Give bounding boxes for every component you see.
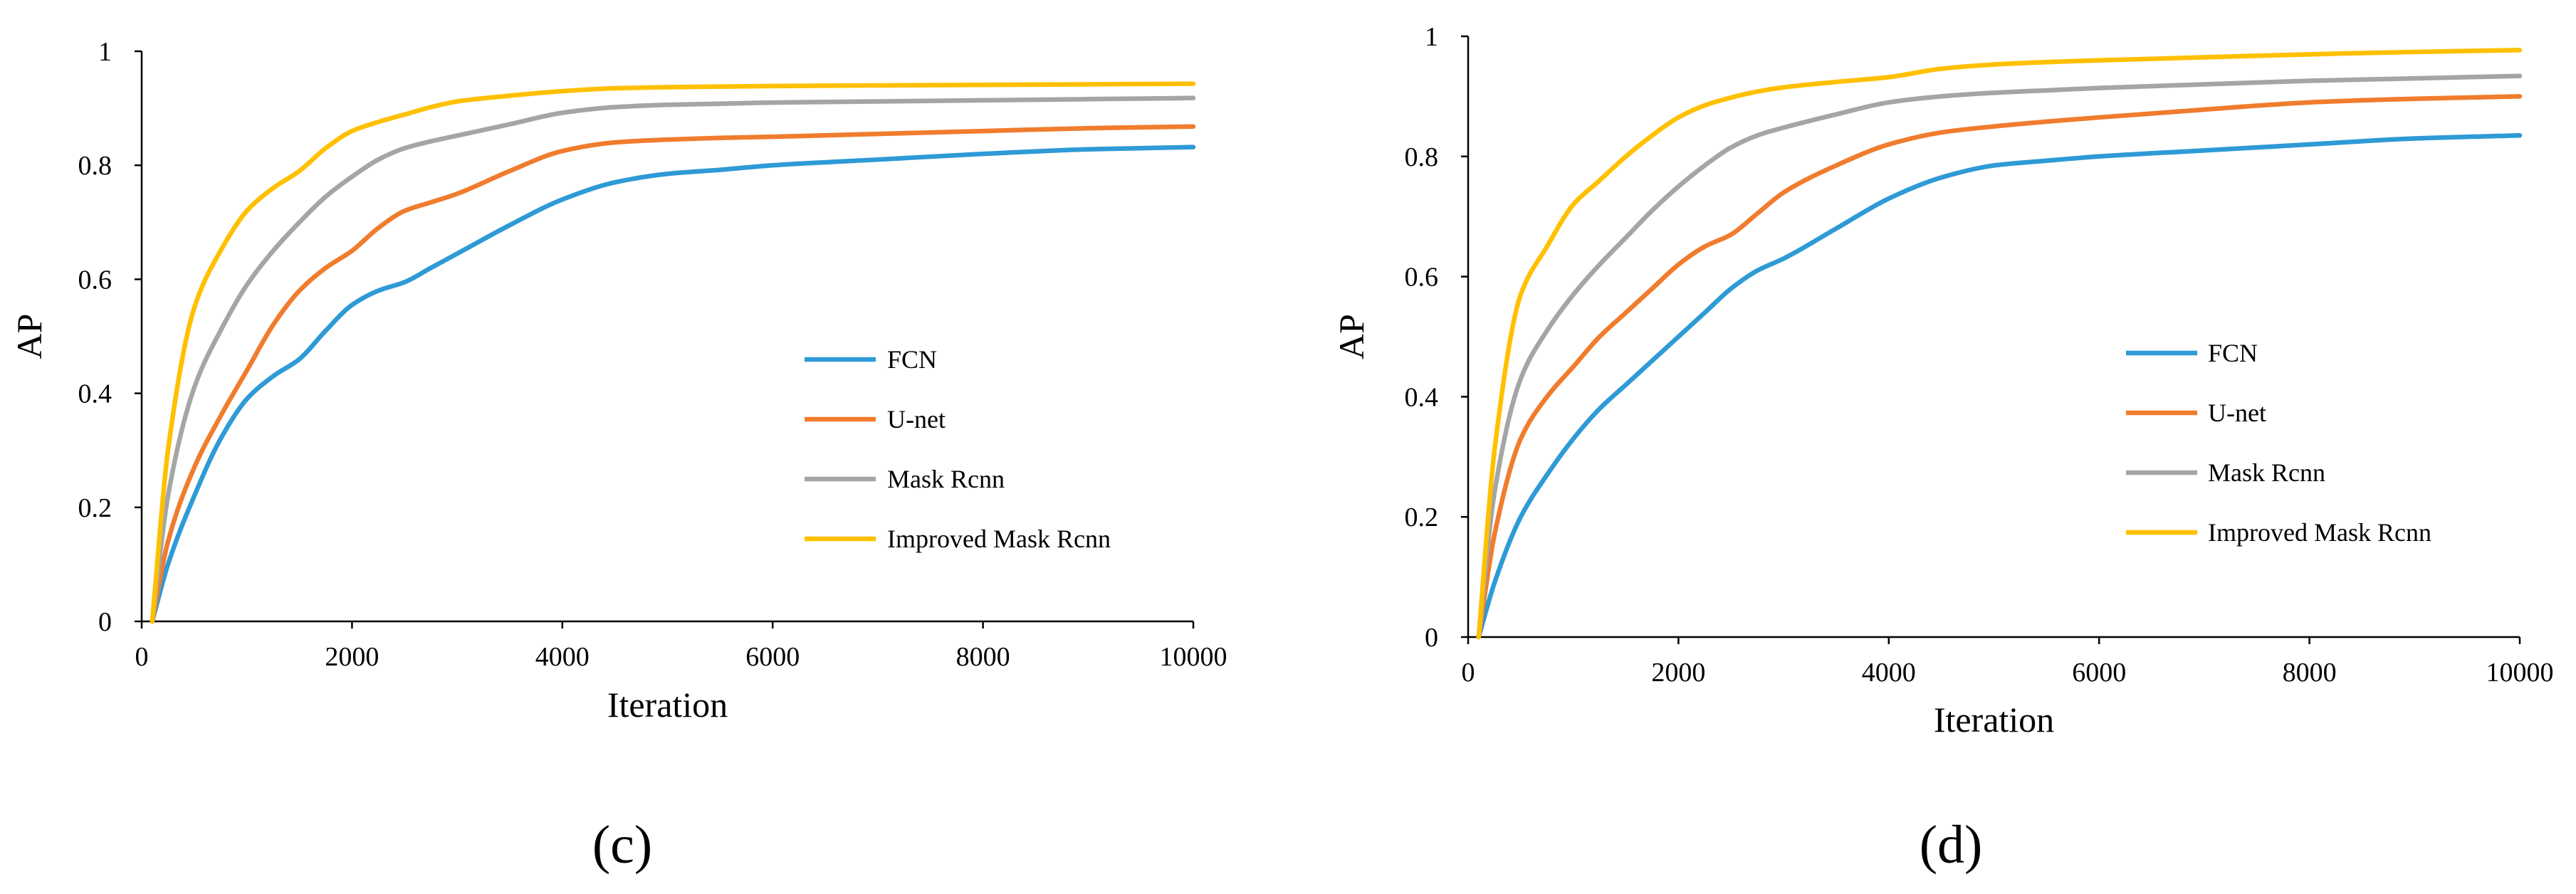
y-tick-label: 0.6	[1405, 263, 1439, 293]
legend-label: U-net	[887, 405, 946, 433]
y-axis-title: AP	[9, 314, 49, 359]
y-tick-label: 1	[98, 37, 112, 67]
series-line-mask-rcnn	[1476, 73, 2523, 640]
series-line-u-net	[1476, 94, 2523, 640]
series-line-fcn	[1476, 133, 2523, 640]
x-tick-label: 4000	[535, 642, 590, 672]
x-tick-label: 6000	[745, 642, 800, 672]
x-tick-label: 6000	[2072, 658, 2126, 688]
x-tick-label: 8000	[2283, 658, 2337, 688]
series-line-improved-mask-rcnn	[150, 81, 1196, 624]
chart-panel-d: 0 2000 4000 6000 8000 10000 0 0.2 0.4 0.6 0.8 1 Iter…	[1331, 22, 2554, 875]
x-tick-label: 4000	[1862, 658, 1916, 688]
x-axis-title: Iteration	[607, 685, 728, 725]
x-tick-label: 10000	[2486, 658, 2554, 688]
legend-label: FCN	[887, 345, 937, 374]
chart-panel-c: 0 2000 4000 6000 8000 10000 0 0.2 0.4 0.6 0.8 1 Iter…	[9, 37, 1227, 875]
y-tick-label: 0.4	[78, 379, 112, 409]
x-axis-title: Iteration	[1934, 700, 2054, 740]
x-tick-label: 2000	[1651, 658, 1705, 688]
y-tick-label: 1	[1425, 22, 1438, 52]
y-tick-label: 0.6	[78, 265, 112, 295]
legend-label: U-net	[2208, 399, 2266, 427]
legend-label: FCN	[2208, 339, 2258, 367]
y-tick-label: 0	[98, 607, 112, 637]
y-tick-label: 0.2	[1405, 503, 1439, 532]
y-axis-title: AP	[1331, 314, 1371, 359]
x-tick-label: 2000	[325, 642, 379, 672]
panel-caption: (d)	[1920, 815, 1983, 875]
series-line-u-net	[150, 124, 1196, 624]
legend-label: Improved Mask Rcnn	[2208, 518, 2431, 547]
x-tick-label: 8000	[956, 642, 1010, 672]
y-tick-label: 0	[1425, 623, 1438, 653]
legend-label: Mask Rcnn	[887, 465, 1005, 493]
panel-caption: (c)	[592, 815, 652, 875]
series-line-improved-mask-rcnn	[1476, 48, 2523, 640]
legend-label: Improved Mask Rcnn	[887, 525, 1111, 553]
y-tick-label: 0.8	[78, 151, 112, 181]
x-tick-label: 0	[135, 642, 149, 672]
legend-label: Mask Rcnn	[2208, 458, 2325, 487]
series-line-mask-rcnn	[150, 95, 1196, 624]
y-tick-label: 0.8	[1405, 142, 1439, 172]
x-tick-label: 10000	[1160, 642, 1227, 672]
y-tick-label: 0.2	[78, 493, 112, 523]
series-line-fcn	[150, 144, 1196, 624]
y-tick-label: 0.4	[1405, 382, 1439, 412]
x-tick-label: 0	[1462, 658, 1475, 688]
